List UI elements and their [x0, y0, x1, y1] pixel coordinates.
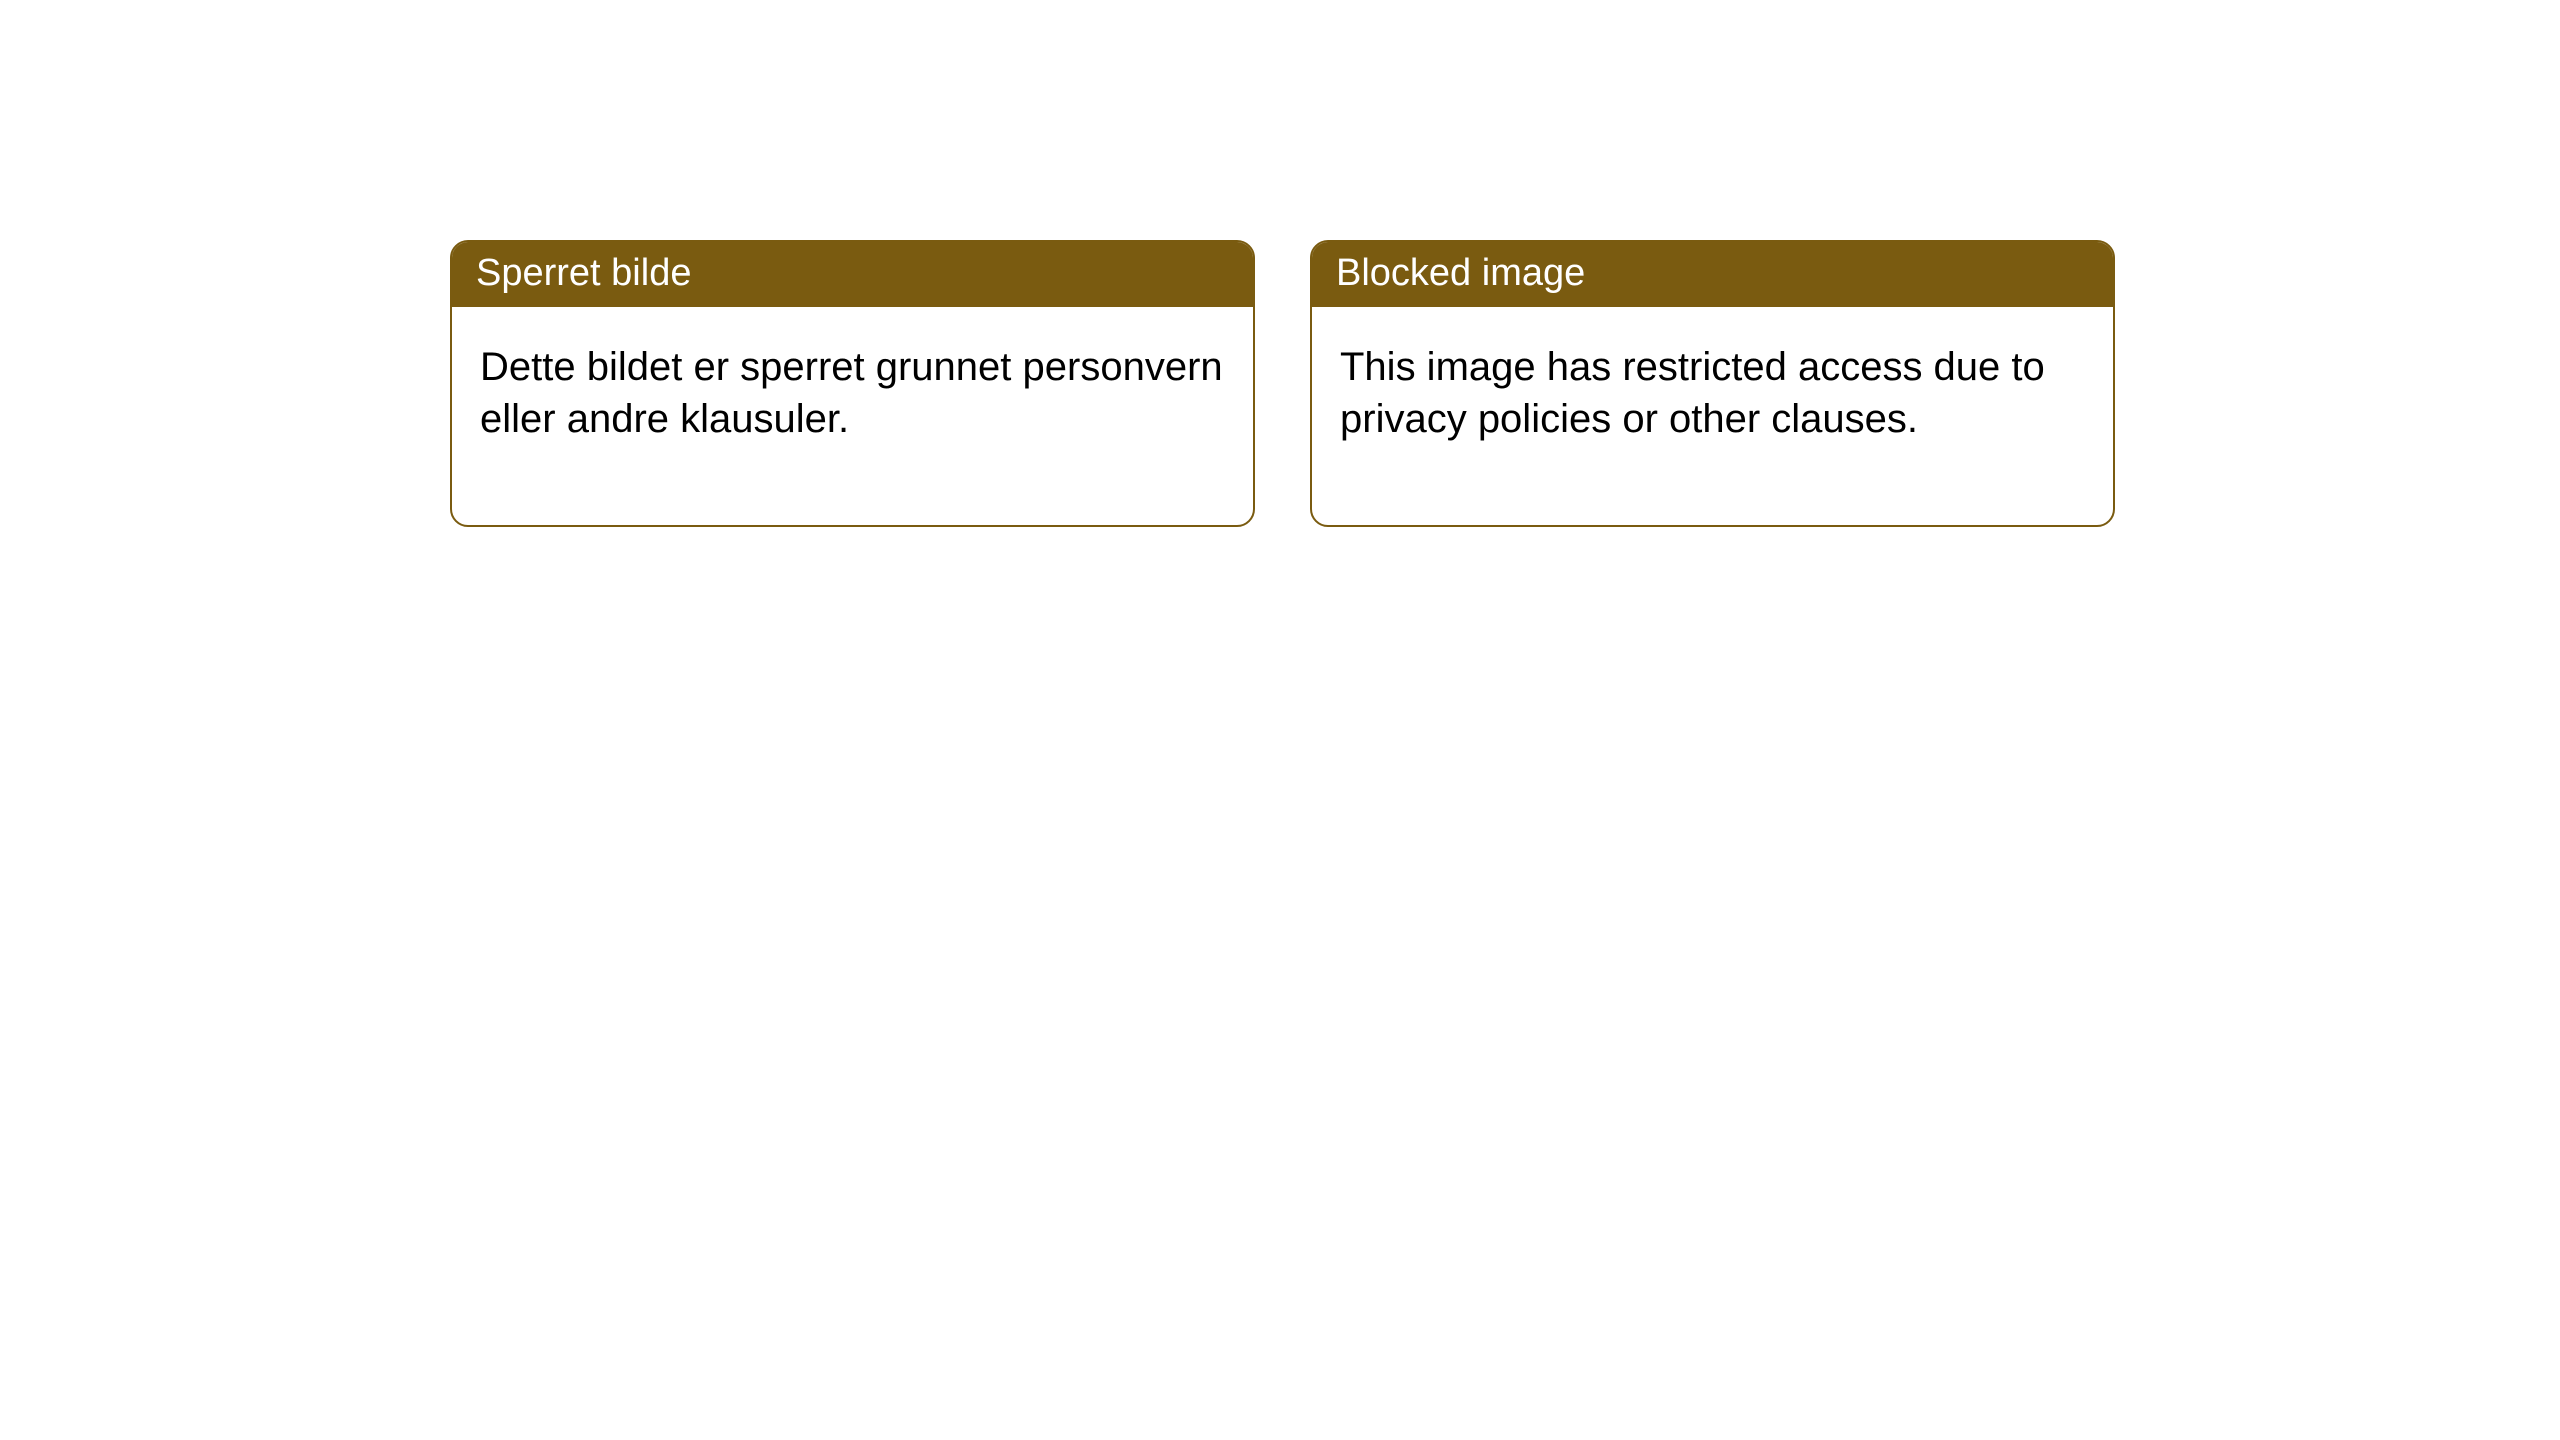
card-body: Dette bildet er sperret grunnet personve… — [452, 307, 1253, 525]
card-header: Blocked image — [1312, 242, 2113, 307]
notice-container: Sperret bilde Dette bildet er sperret gr… — [0, 0, 2560, 527]
notice-card-norwegian: Sperret bilde Dette bildet er sperret gr… — [450, 240, 1255, 527]
card-body-text: Dette bildet er sperret grunnet personve… — [480, 345, 1223, 441]
card-body: This image has restricted access due to … — [1312, 307, 2113, 525]
card-header: Sperret bilde — [452, 242, 1253, 307]
card-title: Blocked image — [1336, 252, 1585, 294]
notice-card-english: Blocked image This image has restricted … — [1310, 240, 2115, 527]
card-title: Sperret bilde — [476, 252, 691, 294]
card-body-text: This image has restricted access due to … — [1340, 345, 2045, 441]
